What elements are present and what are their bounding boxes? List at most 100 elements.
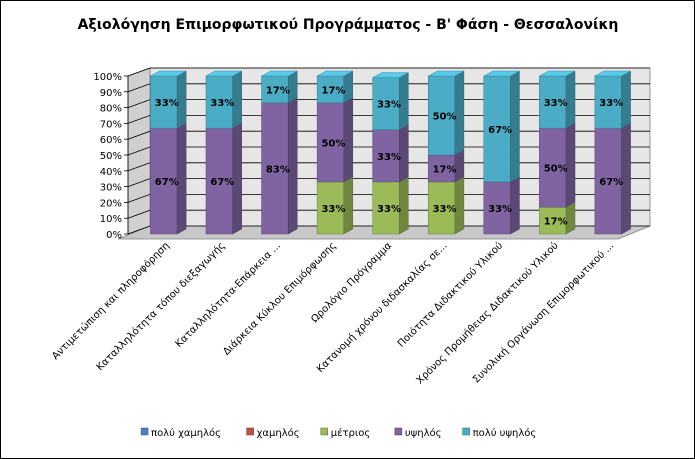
bar-front	[483, 181, 511, 235]
bar-front	[539, 206, 567, 235]
gridline	[127, 209, 650, 219]
bar-front	[594, 127, 622, 235]
bar-segment	[482, 70, 521, 183]
y-tick-label: 0%	[106, 230, 122, 241]
bar-front	[372, 181, 400, 235]
bar-top	[371, 72, 410, 78]
gridline	[127, 67, 650, 77]
data-label: 17%	[266, 85, 290, 96]
data-label: 33%	[544, 98, 568, 109]
x-tick-label: Καταλληλότητα τόπου διεξαγωγής	[94, 240, 228, 374]
data-label: 67%	[488, 125, 512, 136]
legend-swatch	[394, 427, 403, 436]
bar-segment	[593, 70, 632, 129]
bar-segment	[316, 97, 354, 183]
data-label: 17%	[544, 217, 568, 228]
bar-front	[539, 75, 567, 129]
bar-segment	[371, 176, 410, 235]
legend-item: χαμηλός	[246, 427, 300, 439]
gridline	[127, 193, 650, 203]
data-label: 33%	[377, 204, 401, 215]
data-label: 33%	[321, 204, 345, 215]
x-axis: Αντιμετώπιση και πληροφόρησηΚαταλληλότητ…	[49, 239, 616, 386]
bar-segment	[260, 70, 299, 104]
bar-segment	[205, 122, 243, 235]
bar-top	[593, 70, 632, 77]
bar-front	[594, 75, 622, 129]
legend-item: μέτριος	[320, 427, 371, 439]
bar-front	[150, 127, 178, 235]
bar-top	[149, 70, 188, 77]
data-label: 33%	[210, 98, 234, 109]
bar-top	[316, 70, 354, 77]
chart-title: Αξιολόγηση Επιμορφωτικού Προγράμματος - …	[78, 17, 619, 33]
gridline	[127, 225, 650, 235]
bar-segment	[149, 70, 188, 129]
legend-label: μέτριος	[331, 427, 371, 439]
x-tick-label: Ποιότητα Διδακτικού Υλικού	[395, 239, 505, 349]
y-tick-label: 30%	[100, 183, 122, 194]
data-label: 67%	[599, 177, 623, 188]
bar-front	[427, 75, 456, 156]
data-label: 50%	[321, 138, 345, 149]
bar-front	[261, 75, 289, 104]
bar-front	[427, 181, 456, 235]
data-label: 50%	[433, 112, 457, 123]
data-label: 33%	[488, 204, 512, 215]
legend-swatch	[140, 427, 149, 436]
y-tick-label: 10%	[100, 214, 122, 225]
bar-segment	[316, 70, 354, 104]
bar-top	[538, 70, 576, 77]
bar-top	[205, 70, 243, 77]
gridline	[127, 178, 650, 187]
bar-front	[205, 127, 233, 235]
legend-swatch	[320, 427, 328, 436]
y-tick-label: 50%	[100, 151, 122, 162]
bar-front	[316, 102, 345, 183]
data-label: 33%	[155, 98, 179, 109]
gridline	[127, 83, 650, 93]
y-axis: 0% 10% 20% 30% 40% 50% 60% 70% 80% 90% 100%	[93, 72, 129, 241]
data-label: 67%	[155, 177, 179, 188]
bar-front	[261, 102, 289, 235]
bar-front	[205, 75, 233, 129]
data-label: 33%	[433, 204, 457, 215]
bar-top	[260, 70, 299, 77]
legend-swatch	[462, 427, 470, 436]
legend-item: υψηλός	[394, 427, 442, 439]
data-label: 67%	[210, 177, 234, 188]
bar-front	[539, 127, 567, 208]
gridline	[127, 146, 650, 156]
legend-label: χαμηλός	[257, 427, 300, 439]
y-tick-label: 40%	[100, 167, 122, 178]
legend-label: υψηλός	[405, 427, 442, 439]
bar-segment	[371, 72, 410, 131]
data-label: 33%	[377, 152, 401, 163]
legend-label: πολύ χαμηλός	[151, 427, 221, 439]
bar-front	[483, 75, 511, 183]
gridline	[127, 115, 650, 124]
bar-top	[482, 70, 521, 77]
legend-item: πολύ χαμηλός	[140, 427, 221, 439]
bar-segment	[427, 70, 465, 156]
bar-segment	[538, 70, 576, 129]
bar-front	[427, 154, 456, 183]
legend-swatch	[246, 427, 254, 436]
data-label: 17%	[433, 164, 457, 175]
y-tick-label: 80%	[100, 104, 122, 115]
legend-item: πολύ υψηλός	[462, 427, 536, 439]
data-label: 17%	[321, 85, 345, 96]
x-tick-label: Καταλληλότητα-Επάρκεια ...	[173, 240, 283, 350]
y-tick-label: 90%	[100, 88, 122, 99]
y-tick-label: 70%	[100, 119, 122, 130]
x-tick-label: Αντιμετώπιση και πληροφόρηση	[49, 240, 171, 362]
gridline	[127, 130, 650, 140]
x-tick-label: Διάρκεια Κύκλου Επιμόρφωσης	[221, 240, 339, 358]
bar-top	[427, 70, 465, 77]
y-tick-label: 60%	[100, 135, 122, 146]
data-label: 83%	[266, 164, 290, 175]
gridline	[127, 99, 650, 108]
bar-front	[316, 181, 345, 235]
